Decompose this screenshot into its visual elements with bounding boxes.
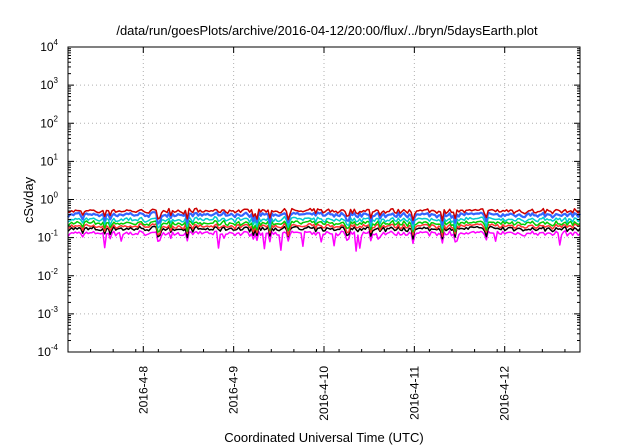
series-line — [67, 222, 581, 238]
y-tick-label: 10-1 — [38, 229, 59, 245]
series-line — [67, 215, 581, 231]
y-tick-label: 103 — [40, 76, 58, 92]
grid-lines — [68, 47, 580, 352]
y-axis-ticks: 10-4 10-3 10-2 10-1 100 101 102 103 104 — [38, 38, 580, 359]
series-line — [67, 219, 581, 234]
y-tick-label: 10-4 — [38, 343, 59, 359]
x-tick-label: 2016-4-11 — [407, 366, 421, 420]
y-axis-label: cSv/day — [21, 176, 36, 223]
y-tick-label: 10-3 — [38, 305, 59, 321]
y-tick-label: 10-2 — [38, 267, 59, 283]
series-line — [67, 230, 581, 252]
y-tick-label: 100 — [40, 191, 58, 207]
series-line — [68, 207, 581, 222]
series-line — [67, 210, 581, 226]
plot-series — [67, 207, 581, 252]
x-tick-label: 2016-4-10 — [317, 366, 331, 421]
series-line — [67, 225, 581, 240]
x-tick-label: 2016-4-8 — [136, 366, 150, 414]
chart-title: /data/run/goesPlots/archive/2016-04-12/2… — [116, 23, 538, 38]
y-tick-label: 104 — [40, 38, 58, 54]
y-tick-label: 102 — [40, 114, 58, 130]
y-tick-label: 101 — [40, 152, 58, 168]
x-axis-label: Coordinated Universal Time (UTC) — [224, 430, 423, 445]
x-tick-label: 2016-4-9 — [227, 366, 241, 414]
x-axis-ticks: 2016-4-8 2016-4-9 2016-4-10 2016-4-11 2016-4… — [67, 47, 566, 421]
x-tick-label: 2016-4-12 — [498, 366, 512, 421]
